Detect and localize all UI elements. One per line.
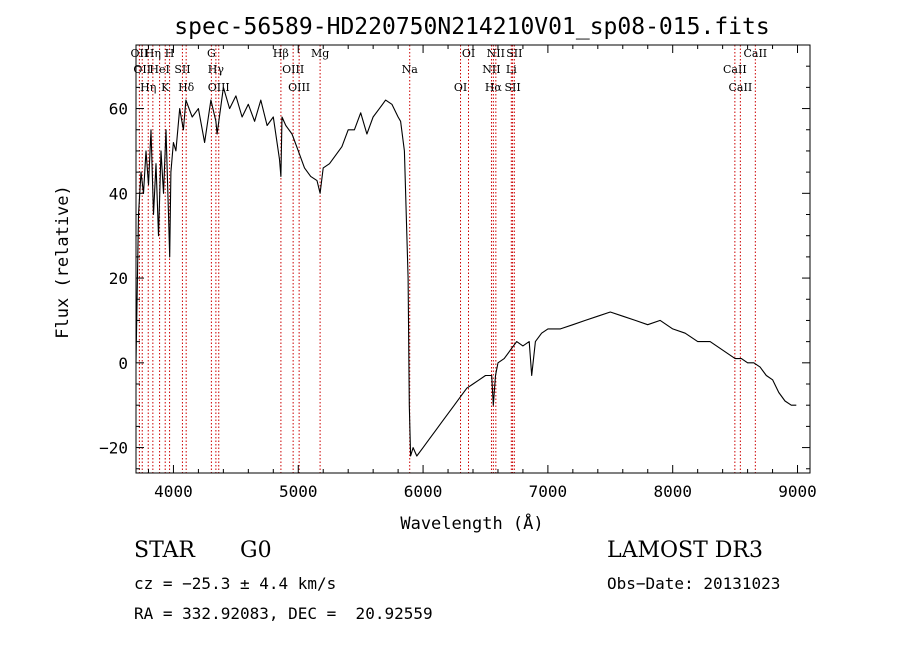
x-axis-ticks: 4000 5000 6000 7000 8000 9000 bbox=[147, 45, 817, 501]
subclass: G0 bbox=[240, 538, 272, 563]
spectrum-line bbox=[135, 86, 797, 457]
x-tick-label: 8000 bbox=[653, 482, 692, 501]
line-label: Hγ bbox=[208, 63, 225, 76]
line-label: HeI bbox=[149, 63, 169, 76]
x-tick-label: 7000 bbox=[529, 482, 568, 501]
line-label: OIII bbox=[288, 81, 310, 94]
y-tick-label: 0 bbox=[118, 354, 128, 373]
line-label: CaII bbox=[723, 63, 747, 76]
x-axis-label: Wavelength (Å) bbox=[400, 512, 543, 534]
line-label: K bbox=[161, 81, 170, 94]
y-tick-label: 60 bbox=[109, 100, 128, 119]
coordinates: RA = 332.92083, DEC = 20.92559 bbox=[134, 604, 433, 623]
line-label: OIII bbox=[208, 81, 230, 94]
line-label: Na bbox=[402, 63, 419, 76]
line-label: H bbox=[165, 47, 175, 60]
plot-frame bbox=[135, 44, 811, 474]
line-label: Hη bbox=[140, 81, 156, 94]
line-label: SII bbox=[174, 63, 190, 76]
line-label: CaII bbox=[743, 47, 767, 60]
y-tick-label: 20 bbox=[109, 269, 128, 288]
line-label: Hα bbox=[485, 81, 503, 94]
obs-date: Obs−Date: 20131023 bbox=[607, 574, 781, 593]
chart-title: spec-56589-HD220750N214210V01_sp08-015.f… bbox=[174, 14, 769, 40]
x-tick-label: 5000 bbox=[279, 482, 318, 501]
x-tick-label: 9000 bbox=[778, 482, 817, 501]
x-tick-label: 4000 bbox=[154, 482, 193, 501]
line-label: NII bbox=[487, 47, 505, 60]
line-label: OIII bbox=[282, 63, 304, 76]
emission-line-markers bbox=[138, 45, 756, 473]
object-type: STAR bbox=[134, 538, 195, 563]
line-label: Hη bbox=[145, 47, 161, 60]
survey-name: LAMOST DR3 bbox=[607, 538, 763, 563]
y-tick-label: −20 bbox=[99, 439, 128, 458]
y-axis-ticks: −20 0 20 40 60 bbox=[99, 65, 810, 470]
line-label: CaII bbox=[729, 81, 753, 94]
line-label: OI bbox=[462, 47, 475, 60]
emission-line-labels: OIIOIIHηHηHeIKHSIIHδGHγOIIIHβOIIIOIIIMgN… bbox=[131, 47, 768, 94]
line-label: Hδ bbox=[178, 81, 195, 94]
line-label: NII bbox=[482, 63, 500, 76]
line-label: SII bbox=[504, 81, 520, 94]
line-label: Mg bbox=[311, 47, 329, 60]
x-tick-label: 6000 bbox=[404, 482, 443, 501]
y-axis-label: Flux (relative) bbox=[53, 185, 73, 339]
y-tick-label: 40 bbox=[109, 184, 128, 203]
line-label: G bbox=[207, 47, 216, 60]
line-label: OII bbox=[131, 47, 149, 60]
line-label: SII bbox=[506, 47, 522, 60]
line-label: Li bbox=[506, 63, 517, 76]
line-label: Hβ bbox=[273, 47, 289, 60]
line-label: OI bbox=[454, 81, 467, 94]
redshift-text: cz = −25.3 ± 4.4 km/s bbox=[134, 574, 337, 593]
